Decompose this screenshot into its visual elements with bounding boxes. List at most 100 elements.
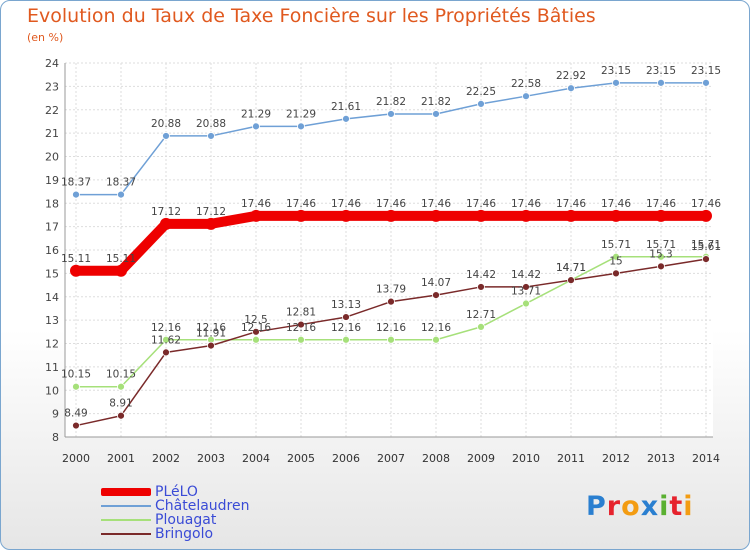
data-point (520, 209, 532, 222)
legend-swatch-chatelaudren (101, 505, 151, 507)
data-point (702, 255, 710, 264)
legend-label-bringolo: Bringolo (155, 526, 214, 542)
data-label: 12.16 (331, 322, 361, 334)
y-tick-label: 18 (45, 197, 59, 210)
data-label: 17.46 (511, 198, 541, 210)
data-label: 15.71 (601, 239, 631, 251)
data-label: 22.58 (511, 78, 541, 90)
data-label: 22.92 (556, 70, 586, 82)
data-point (565, 209, 577, 222)
data-label: 12.16 (376, 322, 406, 334)
data-point (70, 264, 82, 277)
x-tick-label: 2005 (287, 452, 315, 465)
data-point (432, 110, 440, 118)
data-point (295, 209, 307, 222)
y-tick-label: 8 (52, 431, 59, 444)
data-point (117, 382, 125, 391)
data-point (657, 252, 665, 261)
legend-swatch-bringolo (101, 533, 151, 535)
data-point (612, 78, 620, 87)
data-label: 17.46 (466, 198, 496, 210)
data-label: 14.71 (556, 262, 586, 274)
data-label: 20.88 (151, 118, 181, 130)
y-tick-label: 9 (52, 408, 59, 421)
data-point (72, 382, 80, 391)
data-label: 8.91 (109, 398, 132, 410)
data-label: 15.71 (691, 239, 721, 251)
data-point (162, 348, 170, 357)
data-label: 13.79 (376, 284, 406, 296)
data-point (477, 323, 485, 331)
y-tick-label: 10 (45, 384, 59, 397)
data-label: 20.88 (196, 118, 226, 130)
data-label: 15.61 (691, 241, 721, 253)
data-label: 12.71 (466, 309, 496, 321)
data-point (522, 283, 530, 291)
data-label: 17.46 (241, 198, 271, 210)
y-tick-label: 19 (45, 174, 59, 187)
data-point (297, 335, 305, 344)
legend-swatch-plouagat (101, 519, 151, 521)
data-label: 21.61 (331, 101, 361, 113)
x-tick-label: 2011 (557, 452, 585, 465)
data-label: 8.49 (64, 408, 87, 420)
data-label: 13.71 (511, 286, 541, 298)
data-label: 12.16 (241, 322, 271, 334)
data-label: 17.46 (556, 198, 586, 210)
data-point (655, 209, 667, 222)
legend: PLéLO Châtelaudren Plouagat Bringolo (101, 485, 321, 541)
data-point (205, 217, 217, 230)
data-point (477, 283, 485, 291)
data-label: 14.42 (466, 269, 496, 281)
data-label: 17.46 (691, 198, 721, 210)
data-label: 12.16 (196, 322, 226, 334)
data-point (610, 209, 622, 222)
data-point (117, 411, 125, 420)
x-tick-label: 2000 (62, 452, 90, 465)
data-point (522, 299, 530, 308)
data-label: 15.71 (646, 239, 676, 251)
data-point (657, 262, 665, 271)
data-label: 22.25 (466, 86, 496, 98)
data-label: 11.91 (196, 328, 226, 340)
data-label: 10.15 (61, 369, 91, 381)
data-point (162, 132, 170, 140)
y-tick-label: 13 (45, 314, 59, 327)
x-tick-label: 2010 (512, 452, 540, 465)
data-label: 17.12 (151, 206, 181, 218)
x-tick-label: 2013 (647, 452, 675, 465)
data-point (72, 421, 80, 430)
y-tick-label: 21 (45, 127, 59, 140)
data-point (700, 209, 712, 222)
data-label: 17.46 (286, 198, 316, 210)
y-tick-label: 24 (45, 57, 59, 70)
data-point (385, 209, 397, 222)
chart-subtitle: (en %) (27, 31, 64, 44)
data-point (387, 110, 395, 118)
data-point (432, 291, 440, 300)
data-point (477, 100, 485, 108)
y-tick-label: 12 (45, 338, 59, 351)
legend-label-chatelaudren: Châtelaudren (155, 498, 250, 514)
data-point (567, 84, 575, 93)
data-label: 15 (609, 255, 622, 267)
data-label: 15.11 (61, 253, 91, 265)
data-label: 17.46 (646, 198, 676, 210)
data-point (430, 209, 442, 222)
x-tick-label: 2014 (692, 452, 720, 465)
data-point (612, 269, 620, 278)
data-label: 12.5 (244, 314, 267, 326)
data-point (657, 78, 665, 87)
legend-item-chatelaudren: Châtelaudren (101, 499, 321, 513)
data-point (115, 264, 127, 277)
data-point (340, 209, 352, 222)
data-point (297, 320, 305, 329)
data-label: 18.37 (106, 177, 136, 189)
x-tick-label: 2004 (242, 452, 270, 465)
data-label: 14.71 (556, 262, 586, 274)
y-tick-label: 22 (45, 104, 59, 117)
data-point (250, 209, 262, 222)
data-point (612, 252, 620, 261)
legend-swatch-plelo (101, 488, 151, 496)
x-tick-label: 2001 (107, 452, 135, 465)
